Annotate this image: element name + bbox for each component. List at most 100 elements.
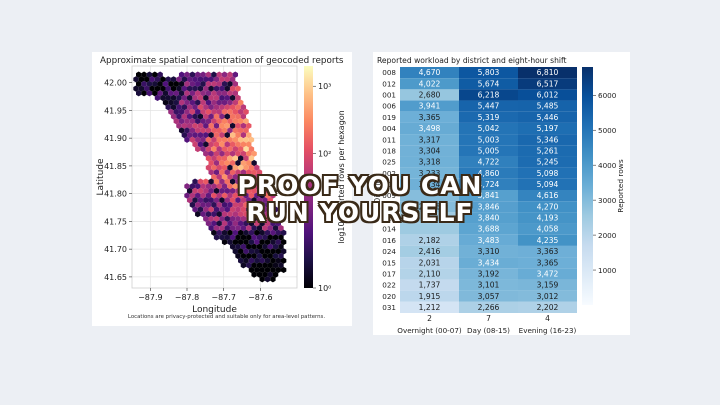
hexbin-cell: [229, 178, 236, 185]
hexbin-cell: [262, 252, 268, 260]
hexbin-cell: [195, 99, 201, 106]
hexbin-cell: [235, 150, 241, 157]
heatmap-row-label: 002: [382, 169, 396, 178]
heatmap-cells: [400, 67, 577, 313]
heatmap-cell-label: 5,447: [478, 102, 500, 111]
hexbin-cell: [227, 145, 233, 153]
hexbin-cell: [184, 118, 190, 125]
heatmap-cell-label: 5,346: [537, 135, 559, 144]
hexbin-cell: [221, 136, 228, 143]
heatmap-cell-label: 3,334: [419, 180, 441, 189]
hexbin-cell: [170, 85, 177, 92]
hexbin-cell: [229, 225, 236, 232]
hexbin-cell: [205, 136, 212, 143]
hexbin-cell: [232, 238, 239, 246]
hexbin-frame: [131, 65, 298, 289]
hexbin-cell: [176, 76, 182, 83]
hexbin-cell: [248, 201, 255, 208]
hexbin-cell: [270, 229, 276, 236]
hexbin-cell: [262, 271, 268, 278]
heatmap-row-label: 014: [382, 225, 396, 234]
hexbin-cell: [229, 187, 236, 194]
hexbin-cell: [229, 159, 236, 167]
heatmap-row-label: 016: [382, 236, 396, 245]
hexbin-cell: [235, 187, 241, 194]
hexbin-title: Approximate spatial concentration of geo…: [100, 56, 344, 66]
heatmap-cell-label: 3,101: [478, 281, 500, 290]
hexbin-cell: [176, 104, 182, 111]
hexbin-cell: [224, 113, 230, 120]
hexbin-cell: [227, 80, 233, 88]
heatmap-cell-label: 2,266: [478, 303, 500, 312]
hexbin-cell: [238, 183, 244, 190]
hexbin-cell: [189, 118, 196, 125]
hexbin-cell: [195, 136, 201, 143]
hexbin-cell: [238, 108, 244, 115]
hexbin-cell: [275, 238, 281, 246]
hexbin-cell: [208, 178, 214, 185]
hexbin-cell: [267, 197, 273, 204]
heatmap-cell-label: 3,841: [478, 191, 500, 200]
hexbin-cell: [208, 150, 214, 157]
hexbin-cell: [184, 108, 190, 115]
hexbin-cell: [216, 164, 222, 171]
hexbin-cell: [227, 118, 233, 125]
heatmap-cell-label: 3,846: [478, 202, 500, 211]
hexbin-cell: [235, 243, 241, 250]
hexbin-cell: [232, 90, 239, 97]
hexbin-cell: [256, 197, 263, 204]
hexbin-cell: [235, 104, 241, 111]
hexbin-cell: [227, 99, 233, 106]
hexbin-cell: [197, 206, 204, 213]
hexbin-cell: [251, 197, 257, 204]
hexbin-cell: [195, 201, 201, 208]
hexbin-cell: [187, 132, 193, 139]
hexbin-cell: [235, 215, 241, 222]
hexbin-cell: [208, 159, 214, 167]
hexbin-cell: [232, 183, 239, 190]
hexbin-cell: [224, 234, 230, 241]
hexbin-cell: [219, 197, 225, 204]
hexbin-cell: [136, 80, 142, 88]
hexbin-cell: [246, 178, 252, 185]
hexbin-cell: [248, 192, 255, 199]
hexbin-cell: [187, 104, 193, 111]
hexbin-cell: [187, 76, 193, 83]
heatmap-cell-label: 2,031: [419, 258, 441, 267]
hexbin-cell: [251, 178, 257, 185]
heatmap-cell: [400, 111, 459, 123]
hexbin-cell: [232, 220, 239, 227]
hexbin-cell: [240, 132, 247, 139]
hexbin-cell: [211, 211, 217, 218]
hexbin-cell: [216, 99, 222, 106]
hexbin-cell: [195, 192, 201, 199]
hexbin-cell: [189, 127, 196, 134]
heatmap-cell: [459, 290, 518, 302]
heatmap-row-label: 009: [382, 191, 396, 200]
hexbin-cell: [235, 113, 241, 120]
hexbin-cell: [240, 122, 247, 129]
hexbin-cell: [192, 206, 198, 213]
hexbin-cell: [200, 136, 206, 143]
hexbin-cell: [272, 215, 279, 222]
hexbin-cell: [224, 197, 230, 204]
heatmap-cell: [459, 279, 518, 291]
hexbin-cell: [232, 248, 239, 255]
hexbin-cell: [181, 85, 188, 92]
hexbin-cell: [205, 211, 212, 218]
hexbin-cell: [262, 215, 268, 222]
heatmap-cell-label: 4: [545, 314, 550, 323]
heatmap-cell-label: 3,318: [419, 158, 441, 167]
hexbin-cell: [232, 201, 239, 208]
hexbin-cell: [264, 276, 271, 283]
hexbin-cell: [278, 243, 284, 250]
heatmap-cell: [459, 100, 518, 112]
heatmap-cell: [400, 67, 459, 79]
hexbin-cell: [224, 104, 230, 111]
hexbin-cell: [256, 252, 263, 260]
hexbin-cell: [256, 187, 263, 194]
hexbin-cell: [264, 238, 271, 246]
hexbin-cell: [264, 192, 271, 199]
hexbin-cell: [224, 178, 230, 185]
hexbin-cell: [246, 206, 252, 213]
